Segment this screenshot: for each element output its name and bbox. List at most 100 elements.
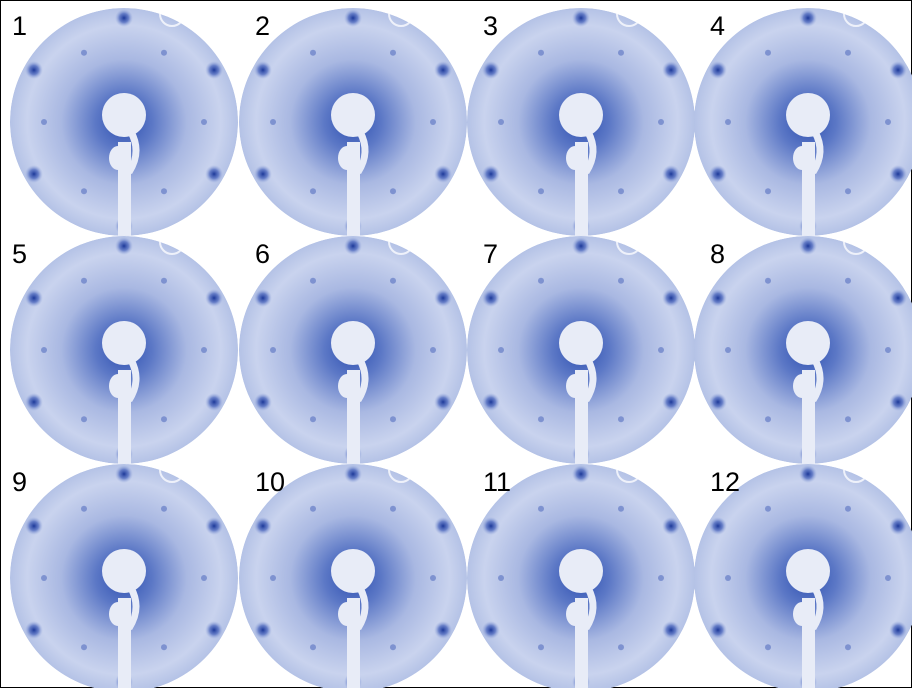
- faint-spot: [498, 119, 504, 125]
- faint-spot: [81, 644, 87, 650]
- faint-spot: [845, 416, 851, 422]
- spot: [709, 289, 727, 307]
- panel-label: 2: [255, 11, 270, 41]
- faint-spot: [161, 644, 167, 650]
- faint-spot: [845, 506, 851, 512]
- faint-spot: [390, 644, 396, 650]
- faint-spot: [725, 347, 731, 353]
- faint-spot: [885, 575, 891, 581]
- panel-label: 11: [483, 467, 511, 497]
- faint-spot: [658, 575, 664, 581]
- beam-stop: [102, 321, 146, 365]
- spot: [482, 621, 500, 639]
- faint-spot: [765, 416, 771, 422]
- faint-spot: [430, 347, 436, 353]
- faint-spot: [161, 278, 167, 284]
- beam-stop-knot: [338, 602, 356, 626]
- spot: [799, 9, 817, 27]
- panel-label: 10: [255, 467, 285, 497]
- spot: [799, 237, 817, 255]
- spot: [254, 289, 272, 307]
- faint-spot: [725, 119, 731, 125]
- faint-spot: [765, 278, 771, 284]
- faint-spot: [725, 575, 731, 581]
- beam-stop: [331, 549, 375, 593]
- beam-stop: [102, 549, 146, 593]
- panel-label: 12: [710, 467, 740, 497]
- faint-spot: [161, 50, 167, 56]
- spot: [889, 165, 907, 183]
- beam-stop-knot: [109, 602, 127, 626]
- spot: [115, 237, 133, 255]
- faint-spot: [765, 644, 771, 650]
- spot: [709, 61, 727, 79]
- spot: [115, 9, 133, 27]
- beam-stop: [786, 93, 830, 137]
- faint-spot: [430, 119, 436, 125]
- beam-stop: [559, 93, 603, 137]
- beam-stop-knot: [793, 602, 811, 626]
- faint-spot: [201, 119, 207, 125]
- beam-stop-knot: [566, 146, 584, 170]
- faint-spot: [310, 278, 316, 284]
- beam-stop-knot: [109, 374, 127, 398]
- faint-spot: [845, 50, 851, 56]
- faint-spot: [538, 416, 544, 422]
- spot: [662, 289, 680, 307]
- beam-stop-knot: [793, 146, 811, 170]
- spot: [889, 61, 907, 79]
- faint-spot: [538, 188, 544, 194]
- faint-spot: [81, 278, 87, 284]
- faint-spot: [765, 188, 771, 194]
- spot: [434, 393, 452, 411]
- faint-spot: [201, 575, 207, 581]
- faint-spot: [658, 347, 664, 353]
- beam-stop-knot: [109, 146, 127, 170]
- faint-spot: [765, 50, 771, 56]
- spot: [344, 465, 362, 483]
- figure: 123456789101112: [0, 0, 912, 688]
- faint-spot: [658, 119, 664, 125]
- spot: [572, 9, 590, 27]
- beam-stop: [559, 321, 603, 365]
- spot: [662, 393, 680, 411]
- spot: [205, 517, 223, 535]
- faint-spot: [845, 188, 851, 194]
- panel-grid: 123456789101112: [10, 2, 912, 688]
- spot: [482, 61, 500, 79]
- panel-label: 9: [12, 467, 27, 497]
- faint-spot: [390, 416, 396, 422]
- spot: [25, 393, 43, 411]
- faint-spot: [618, 416, 624, 422]
- spot: [254, 393, 272, 411]
- spot: [662, 621, 680, 639]
- spot: [205, 289, 223, 307]
- spot: [889, 289, 907, 307]
- panel-label: 8: [710, 239, 725, 269]
- faint-spot: [81, 416, 87, 422]
- spot: [344, 9, 362, 27]
- faint-spot: [161, 506, 167, 512]
- spot: [254, 621, 272, 639]
- faint-spot: [390, 506, 396, 512]
- spot: [662, 165, 680, 183]
- spot: [709, 393, 727, 411]
- spot: [482, 289, 500, 307]
- faint-spot: [310, 506, 316, 512]
- spot: [662, 517, 680, 535]
- faint-spot: [310, 188, 316, 194]
- spot: [25, 621, 43, 639]
- faint-spot: [270, 119, 276, 125]
- faint-spot: [310, 644, 316, 650]
- beam-stop: [102, 93, 146, 137]
- beam-stop: [559, 549, 603, 593]
- faint-spot: [538, 50, 544, 56]
- faint-spot: [270, 575, 276, 581]
- spot: [889, 393, 907, 411]
- spot: [254, 165, 272, 183]
- beam-stop: [786, 321, 830, 365]
- faint-spot: [81, 188, 87, 194]
- faint-spot: [310, 50, 316, 56]
- spot: [25, 165, 43, 183]
- faint-spot: [41, 575, 47, 581]
